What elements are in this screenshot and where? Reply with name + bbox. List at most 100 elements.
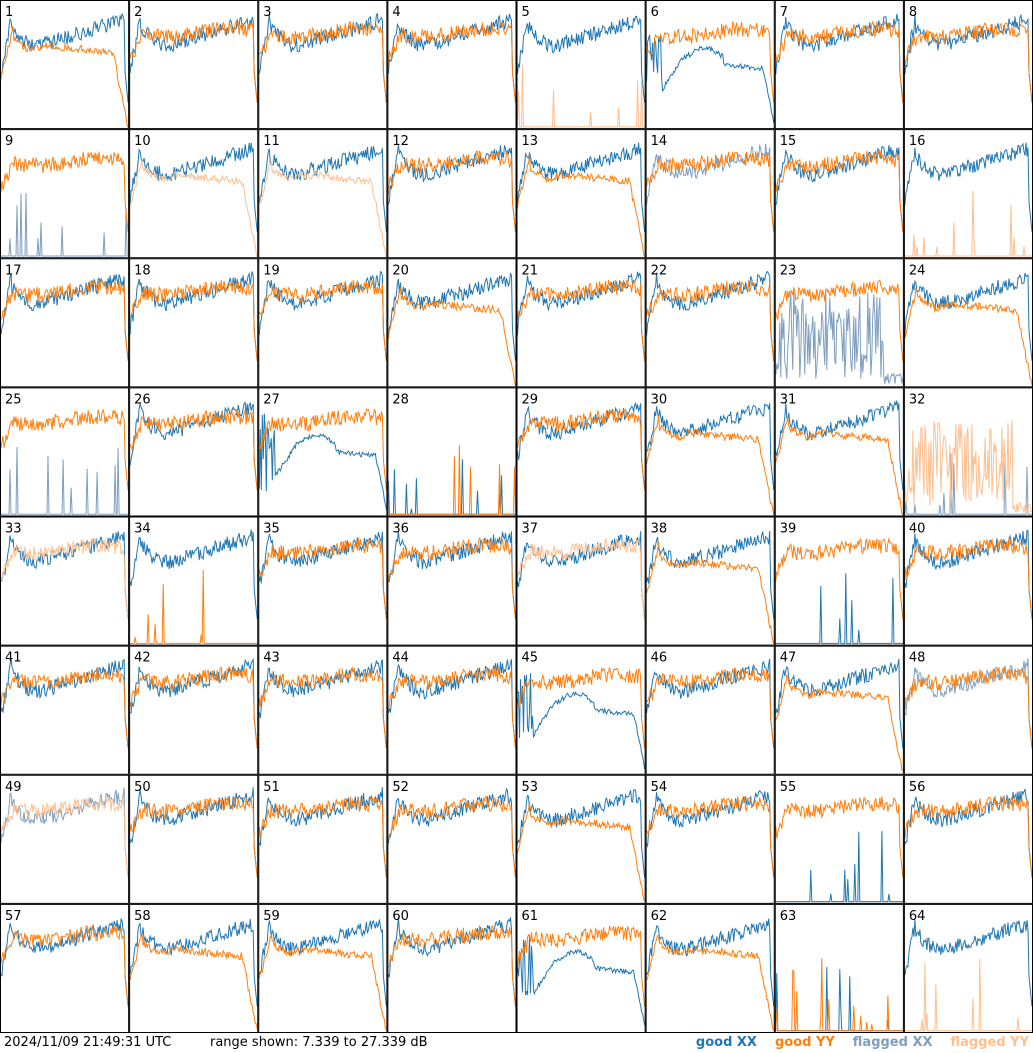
- panel-12-yy-line: [387, 150, 516, 232]
- panel-24-xx-line: [904, 272, 1033, 362]
- panel-48: 48: [903, 645, 1033, 775]
- panel-40-yy-line: [904, 537, 1033, 620]
- footer: 2024/11/09 21:49:31 UTC range shown: 7.3…: [0, 1033, 1033, 1053]
- panel-34: 34: [129, 516, 259, 646]
- panel-8-yy-line: [904, 22, 1033, 103]
- panel-14-xx-line: [646, 143, 775, 232]
- panel-57: 57: [0, 903, 130, 1033]
- panel-21-yy-line: [517, 279, 646, 362]
- panel-9-frame: [0, 129, 130, 259]
- panel-label: 30: [651, 392, 668, 407]
- panel-4: 4: [387, 0, 517, 130]
- range-text: range shown: 7.339 to 27.339 dB: [210, 1035, 428, 1050]
- panel-36-frame: [387, 516, 517, 646]
- panel-label: 41: [5, 651, 22, 666]
- panel-28: 28: [387, 387, 517, 517]
- panel-64: 64: [903, 903, 1033, 1033]
- panel-42-yy-line: [129, 666, 258, 749]
- panel-55-yy-line: [775, 796, 904, 878]
- panel-61-frame: [516, 903, 646, 1033]
- panel-label: 26: [134, 392, 151, 407]
- panel-55: 55: [774, 774, 904, 904]
- panel-64-xx-line: [904, 919, 1033, 1007]
- panel-54: 54: [645, 774, 775, 904]
- panel-23: 23: [774, 258, 904, 388]
- panel-label: 48: [909, 651, 926, 666]
- panel-37: 37: [516, 516, 646, 646]
- panel-22-yy-line: [646, 280, 775, 362]
- panel-6-yy-line: [646, 20, 775, 103]
- panel-2-yy-line: [129, 20, 258, 103]
- legend-good-xx: good XX: [695, 1035, 757, 1050]
- panel-53: 53: [516, 774, 646, 904]
- panel-17-frame: [0, 258, 130, 388]
- panel-62: 62: [645, 903, 775, 1033]
- panel-29: 29: [516, 387, 646, 517]
- panel-31-yy-line: [775, 416, 904, 516]
- panel-7-yy-line: [775, 20, 904, 103]
- panel-52: 52: [387, 774, 517, 904]
- panel-6-xx-line: [646, 34, 775, 124]
- panel-55-xx-line: [775, 831, 903, 903]
- panel-label: 13: [522, 134, 539, 149]
- panel-63-yy-line: [775, 958, 903, 1032]
- panel-25-frame: [0, 387, 130, 517]
- panel-label: 51: [263, 780, 280, 795]
- panel-44-frame: [387, 645, 517, 775]
- panel-58: 58: [129, 903, 259, 1033]
- panel-35-yy-line: [258, 537, 387, 620]
- panel-42: 42: [129, 645, 259, 775]
- panel-4-xx-line: [387, 13, 516, 103]
- panel-2-frame: [129, 0, 259, 130]
- panel-51-frame: [258, 774, 388, 904]
- panel-label: 43: [263, 651, 280, 666]
- panel-label: 1: [5, 5, 13, 20]
- panel-59-xx-line: [258, 919, 387, 1007]
- panel-44: 44: [387, 645, 517, 775]
- panel-25-xx-line: [1, 446, 129, 515]
- panel-27-frame: [258, 387, 388, 517]
- panel-36-yy-line: [387, 537, 516, 620]
- panel-label: 7: [780, 5, 788, 20]
- panel-33: 33: [0, 516, 130, 646]
- panel-11: 11: [258, 129, 388, 259]
- panel-15-xx-line: [775, 145, 904, 232]
- panel-31-frame: [774, 387, 904, 517]
- legend: good XX good YY flagged XX flagged YY: [696, 1035, 1029, 1050]
- panel-6-frame: [645, 0, 775, 130]
- panel-1: 1: [0, 0, 130, 130]
- panel-34-frame: [129, 516, 259, 646]
- panel-37-yy-line: [517, 538, 646, 620]
- panel-61: 61: [516, 903, 646, 1033]
- panel-label: 10: [134, 134, 151, 149]
- panel-3-frame: [258, 0, 388, 130]
- panel-57-yy-line: [0, 925, 129, 1007]
- panel-63: 63: [774, 903, 904, 1033]
- panel-22: 22: [645, 258, 775, 388]
- panel-14-yy-line: [646, 151, 775, 232]
- panel-21: 21: [516, 258, 646, 388]
- panel-label: 36: [392, 522, 409, 537]
- panel-label: 39: [780, 522, 797, 537]
- panel-50-frame: [129, 774, 259, 904]
- panel-47-xx-line: [775, 658, 904, 749]
- panel-19-yy-line: [258, 279, 387, 362]
- panel-53-frame: [516, 774, 646, 904]
- panel-label: 60: [392, 909, 409, 924]
- panel-17-yy-line: [0, 279, 129, 362]
- panel-label: 23: [780, 263, 797, 278]
- panel-label: 4: [392, 5, 400, 20]
- panel-61-xx-line: [517, 934, 646, 1026]
- panel-26-yy-line: [129, 408, 258, 491]
- panel-label: 49: [5, 780, 22, 795]
- panel-38: 38: [645, 516, 775, 646]
- panel-49-yy-line: [0, 796, 129, 878]
- panel-label: 3: [263, 5, 271, 20]
- panel-41-yy-line: [0, 667, 129, 749]
- panel-34-xx-line: [129, 529, 258, 620]
- panel-47: 47: [774, 645, 904, 775]
- panel-23-yy-line: [775, 279, 904, 362]
- panel-12: 12: [387, 129, 517, 259]
- panel-14-frame: [645, 129, 775, 259]
